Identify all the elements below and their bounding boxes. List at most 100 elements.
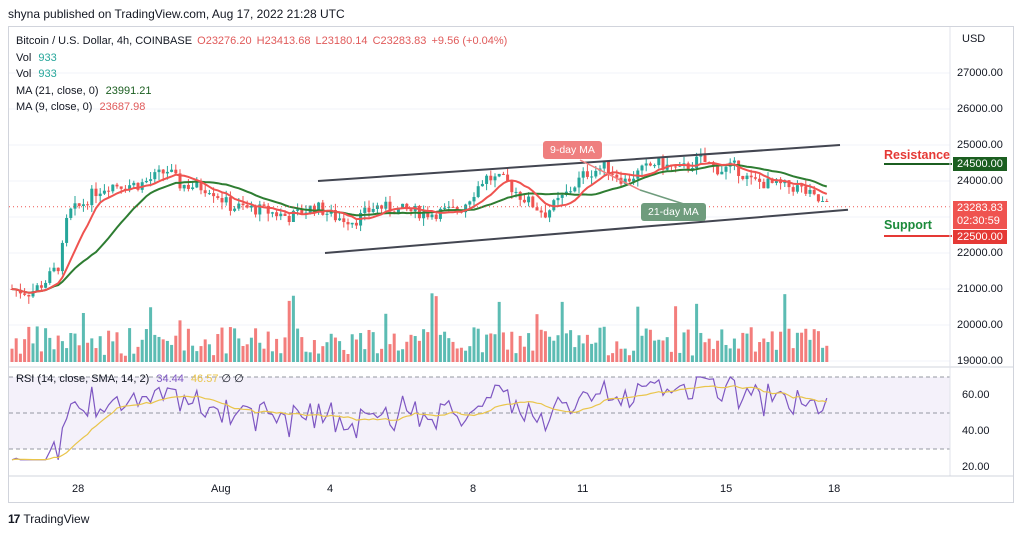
candle-body: [745, 175, 749, 180]
legend-ma9-row[interactable]: MA (9, close, 0) 23687.98: [16, 99, 507, 116]
candle-body: [220, 198, 224, 203]
volume-bar: [291, 295, 295, 362]
candle-body: [472, 196, 476, 202]
candle-body: [258, 204, 262, 215]
candle-body: [149, 179, 153, 181]
candle-body: [556, 197, 560, 201]
volume-bar: [199, 346, 203, 362]
legend-ma9-value: 23687.98: [99, 101, 146, 113]
volume-bar: [711, 348, 715, 362]
time-tick-28: 28: [72, 483, 85, 495]
legend-vol-row-1[interactable]: Vol 933: [16, 50, 507, 67]
legend-close: C23283.83: [372, 35, 427, 47]
rsi-label: RSI (14, close, SMA, 14, 2): [16, 373, 150, 385]
legend-vol-row-2[interactable]: Vol 933: [16, 66, 507, 83]
candle-body: [447, 206, 451, 208]
candle-body: [690, 168, 694, 170]
volume-bar: [602, 326, 606, 362]
candle-body: [703, 155, 707, 162]
candle-body: [749, 175, 753, 178]
volume-bar: [762, 338, 766, 362]
candle-body: [577, 177, 581, 188]
volume-bar: [485, 334, 489, 362]
volume-bar: [107, 330, 111, 362]
candle-body: [321, 202, 325, 215]
candle-body: [119, 186, 123, 189]
time-tick-11: 11: [577, 483, 589, 495]
volume-bar: [791, 348, 795, 362]
volume-bar: [695, 303, 699, 362]
volume-bar: [758, 342, 762, 362]
ma9-line: [11, 161, 828, 294]
candle-body: [170, 169, 174, 172]
volume-bar: [409, 334, 413, 362]
candle-body: [296, 209, 300, 211]
candle-body: [438, 208, 442, 219]
volume-bar: [430, 293, 434, 362]
volume-bar: [770, 331, 774, 362]
volume-bar: [312, 340, 316, 362]
rsi-legend[interactable]: RSI (14, close, SMA, 14, 2) 34.44 46.57 …: [16, 372, 244, 385]
currency-label: USD: [962, 33, 986, 45]
candle-body: [212, 193, 216, 197]
candle-body: [648, 163, 652, 166]
candle-body: [766, 178, 770, 189]
volume-bar: [745, 333, 749, 362]
candle-body: [644, 163, 648, 166]
volume-bar: [157, 336, 161, 362]
candle-body: [791, 187, 795, 192]
volume-bar: [724, 344, 728, 362]
candle-body: [111, 184, 115, 192]
resistance-label: Resistance: [884, 148, 951, 162]
volume-bar: [39, 351, 43, 362]
candle-body: [65, 217, 69, 243]
volume-bar: [590, 343, 594, 362]
volume-bar: [258, 342, 262, 362]
volume-bar: [405, 341, 409, 362]
volume-bar: [564, 333, 568, 362]
volume-bar: [825, 345, 829, 362]
candle-body: [165, 171, 169, 174]
candle-body: [741, 175, 745, 180]
candle-body: [451, 206, 455, 208]
volume-bar: [678, 352, 682, 362]
volume-bar: [44, 328, 48, 362]
candle-body: [409, 209, 413, 212]
volume-bar: [354, 339, 358, 362]
candle-body: [543, 212, 547, 218]
time-tick-4: 4: [327, 483, 334, 495]
volume-bar: [753, 351, 757, 362]
volume-bar: [749, 327, 753, 362]
candle-body: [787, 180, 791, 188]
volume-bar: [14, 338, 18, 362]
candle-body: [60, 242, 64, 272]
candle-body: [548, 210, 552, 218]
legend-ma21-row[interactable]: MA (21, close, 0) 23991.21: [16, 83, 507, 100]
volume-bar: [56, 335, 60, 362]
chart-legend: Bitcoin / U.S. Dollar, 4h, COINBASE O232…: [16, 33, 507, 116]
volume-bar: [371, 332, 375, 362]
volume-bar: [543, 331, 547, 362]
candle-body: [695, 156, 699, 169]
volume-bar: [401, 349, 405, 362]
volume-bar: [669, 351, 673, 362]
volume-bar: [73, 333, 77, 362]
volume-bar: [237, 338, 241, 362]
legend-ma9-label: MA (9, close, 0): [16, 101, 93, 113]
volume-bar: [627, 355, 631, 362]
volume-bar: [816, 331, 820, 362]
candle-body: [44, 282, 48, 288]
candle-body: [396, 207, 400, 215]
candle-body: [795, 185, 799, 192]
volume-bar: [182, 350, 186, 362]
candle-body: [422, 211, 426, 219]
volume-bar: [527, 333, 531, 362]
volume-bar: [317, 353, 321, 362]
volume-bar: [191, 345, 195, 362]
volume-bar: [149, 307, 153, 362]
candle-body: [333, 210, 337, 221]
volume-bar: [350, 334, 354, 362]
candle-body: [241, 203, 245, 206]
volume-bar: [443, 331, 447, 362]
tradingview-logo-icon: 17: [8, 512, 20, 526]
